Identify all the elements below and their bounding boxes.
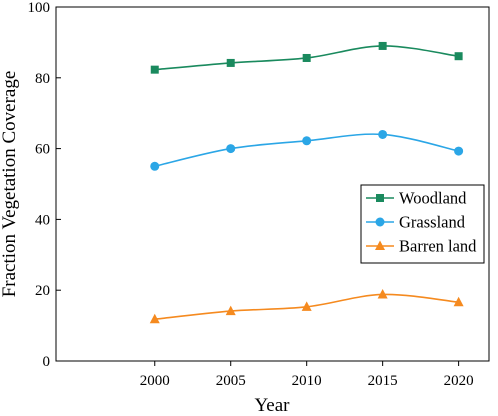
data-point-grassland [454,146,464,156]
data-point-barren-land [149,313,160,324]
x-axis: 2000 2005 2010 2015 2020 [140,361,474,389]
legend-label-grassland: Grassland [399,213,466,232]
legend-item-barren-land: Barren land [366,237,477,256]
legend-label-barren-land: Barren land [399,237,477,256]
x-tick-label: 2010 [292,373,322,389]
data-point-woodland [150,65,159,74]
x-tick-label: 2015 [368,373,398,389]
y-tick-label: 60 [35,142,50,158]
x-tick-label: 2000 [140,373,170,389]
data-point-barren-land [377,288,388,299]
x-tick-label: 2005 [216,373,246,389]
series-woodland [150,41,463,74]
data-point-grassland [378,129,388,139]
y-tick-label: 100 [28,0,51,16]
y-axis: 0 20 40 60 80 100 [28,0,61,370]
data-point-grassland [302,136,312,146]
data-point-woodland [302,53,311,62]
x-axis-title: Year [254,395,290,416]
data-point-barren-land [225,305,236,316]
data-point-grassland [150,161,160,171]
data-point-woodland [378,41,387,50]
legend-marker-woodland [376,194,384,202]
y-axis-title: Fraction Vegetation Coverage [0,71,20,298]
data-point-barren-land [301,301,312,311]
data-point-woodland [454,52,463,61]
legend-marker-grassland [375,217,385,227]
series-grassland [150,129,464,171]
legend-item-grassland: Grassland [366,213,466,232]
legend-label-woodland: Woodland [399,189,467,208]
legend: Woodland Grassland Barren land [360,184,485,264]
y-tick-label: 40 [35,212,50,228]
data-point-grassland [226,144,236,154]
x-tick-label: 2020 [444,373,474,389]
data-point-barren-land [453,296,464,307]
series-barren-land [149,288,464,324]
legend-item-woodland: Woodland [366,189,467,208]
y-tick-label: 80 [35,71,50,87]
plot-frame [55,6,490,362]
y-tick-label: 0 [43,354,51,370]
legend-marker-barren-land [375,240,385,250]
y-tick-label: 20 [35,283,50,299]
data-point-woodland [226,58,235,67]
series-layer [149,41,464,324]
